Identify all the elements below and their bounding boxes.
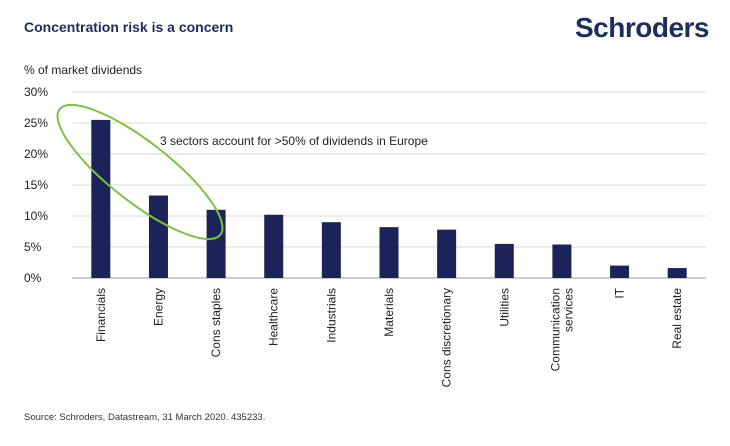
x-tick-label: Industrials [324, 288, 338, 343]
svg-text:Communication: Communication [548, 288, 562, 371]
highlight-ellipse [56, 103, 224, 241]
y-axis-label: % of market dividends [24, 63, 143, 77]
x-tick-label: Materials [382, 288, 396, 337]
svg-text:Industrials: Industrials [324, 288, 338, 343]
svg-text:Real estate: Real estate [670, 288, 684, 349]
bar [667, 268, 687, 278]
y-tick-label: 15% [24, 178, 48, 192]
bar [437, 229, 457, 278]
x-tick-label: IT [613, 287, 627, 298]
x-tick-label: Real estate [670, 288, 684, 349]
x-tick-label: Healthcare [267, 288, 281, 346]
svg-text:Cons discretionary: Cons discretionary [440, 288, 454, 387]
x-tick-label: Utilities [497, 288, 511, 327]
y-tick-label: 25% [24, 116, 48, 130]
schroders-logo: Schroders [575, 12, 710, 43]
bar [321, 222, 341, 278]
y-tick-label: 20% [24, 147, 48, 161]
bar [379, 227, 399, 278]
y-tick-label: 5% [24, 240, 42, 254]
svg-text:services: services [561, 288, 575, 332]
svg-text:IT: IT [613, 287, 627, 298]
svg-text:Financials: Financials [94, 288, 108, 342]
y-tick-label: 0% [24, 271, 42, 285]
x-tick-label: Cons staples [209, 288, 223, 357]
svg-text:Healthcare: Healthcare [267, 288, 281, 346]
x-tick-label: Communication services [548, 288, 575, 371]
svg-text:Materials: Materials [382, 288, 396, 337]
bar [610, 265, 630, 278]
bar [264, 214, 284, 278]
svg-text:Utilities: Utilities [497, 288, 511, 327]
bar [91, 119, 111, 279]
x-tick-label: Financials [94, 288, 108, 342]
svg-text:Cons staples: Cons staples [209, 288, 223, 357]
bar [494, 243, 514, 278]
x-tick-label: Cons discretionary [440, 288, 454, 387]
bar [148, 195, 168, 278]
svg-text:Energy: Energy [151, 288, 165, 326]
x-tick-label: Energy [151, 288, 165, 326]
bar [206, 209, 226, 278]
y-tick-label: 10% [24, 209, 48, 223]
chart-title: Concentration risk is a concern [24, 19, 234, 35]
y-tick-label: 30% [24, 85, 48, 99]
bar [552, 244, 572, 278]
annotation-text: 3 sectors account for >50% of dividends … [160, 134, 428, 148]
source-note: Source: Schroders, Datastream, 31 March … [24, 412, 266, 423]
